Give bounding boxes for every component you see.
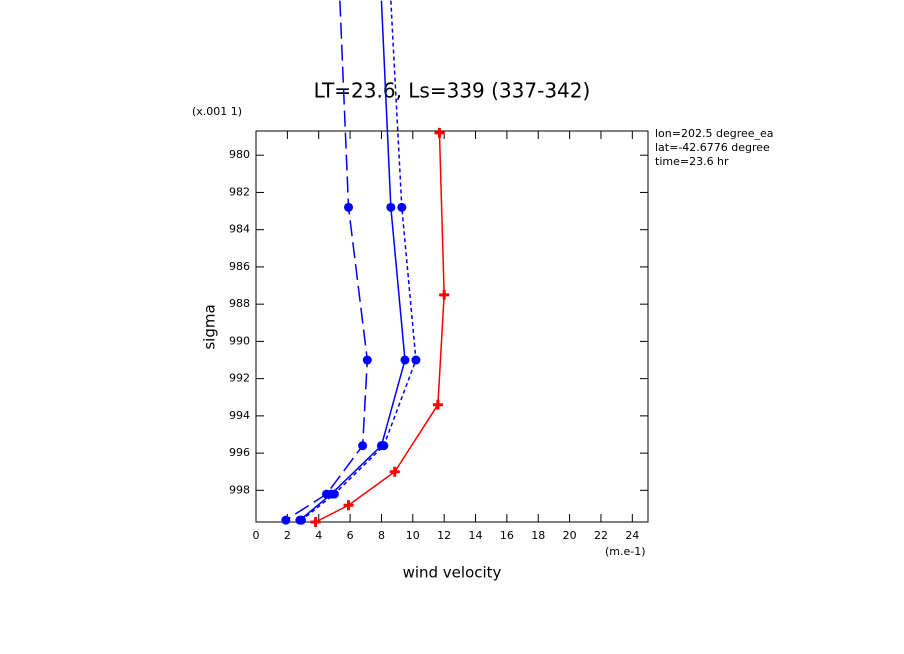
marker xyxy=(362,355,372,365)
x-tick-label: 16 xyxy=(500,529,514,542)
x-tick-label: 8 xyxy=(378,529,385,542)
plot-frame xyxy=(255,130,649,523)
marker xyxy=(379,441,389,451)
y-unit: (x.001 1) xyxy=(192,105,242,118)
y-tick-label: 996 xyxy=(229,446,250,459)
x-tick-label: 0 xyxy=(253,529,260,542)
marker xyxy=(296,515,306,525)
marker xyxy=(358,441,368,451)
series-line xyxy=(315,132,445,523)
marker xyxy=(439,289,450,300)
marker xyxy=(432,399,443,410)
marker xyxy=(400,355,410,365)
x-axis-label: wind velocity xyxy=(403,564,502,582)
y-tick-label: 984 xyxy=(229,223,250,236)
y-tick-label: 990 xyxy=(229,334,250,347)
x-tick-label: 14 xyxy=(469,529,483,542)
y-tick-label: 988 xyxy=(229,297,250,310)
marker xyxy=(343,500,354,511)
y-tick-label: 980 xyxy=(229,148,250,161)
x-tick-label: 24 xyxy=(625,529,639,542)
x-tick-label: 6 xyxy=(347,529,354,542)
x-tick-label: 10 xyxy=(406,529,420,542)
marker xyxy=(397,202,407,212)
marker xyxy=(411,355,421,365)
annotation: lat=-42.6776 degree xyxy=(655,141,770,154)
x-tick-label: 12 xyxy=(437,529,451,542)
y-tick-label: 986 xyxy=(229,260,250,273)
x-unit: (m.e-1) xyxy=(605,545,646,558)
y-tick-label: 994 xyxy=(229,409,250,422)
y-tick-label: 992 xyxy=(229,372,250,385)
marker xyxy=(434,127,445,138)
y-tick-label: 998 xyxy=(229,483,250,496)
marker xyxy=(310,517,321,527)
series-line xyxy=(285,0,369,521)
chart-title: LT=23.6, Ls=339 (337-342) xyxy=(314,79,591,103)
y-tick-label: 982 xyxy=(229,185,250,198)
x-tick-label: 18 xyxy=(531,529,545,542)
annotation: time=23.6 hr xyxy=(655,155,729,168)
marker xyxy=(281,515,291,525)
marker xyxy=(344,202,354,212)
y-axis-label: sigma xyxy=(201,304,219,349)
marker xyxy=(389,466,400,477)
annotation: lon=202.5 degree_ea xyxy=(655,127,774,140)
marker xyxy=(322,489,332,499)
marker xyxy=(386,202,396,212)
marker xyxy=(329,489,339,499)
x-tick-label: 4 xyxy=(315,529,322,542)
series-line xyxy=(301,0,417,521)
x-tick-label: 2 xyxy=(284,529,291,542)
x-tick-label: 20 xyxy=(563,529,577,542)
x-tick-label: 22 xyxy=(594,529,608,542)
